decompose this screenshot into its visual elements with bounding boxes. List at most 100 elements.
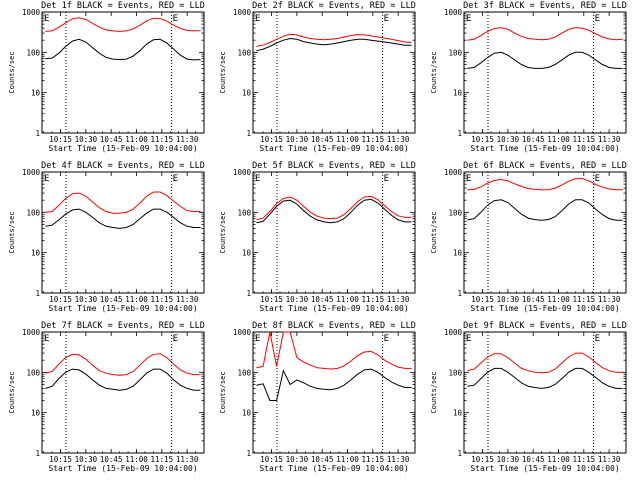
- x-tick-label: 11:30: [176, 455, 199, 464]
- chart-title: Det 4f BLACK = Events, RED = LLD: [41, 161, 205, 171]
- y-tick-label: 1000: [22, 168, 41, 177]
- y-tick-label: 1: [35, 129, 40, 138]
- annotation-e: E: [255, 14, 260, 24]
- y-tick-label: 100: [26, 368, 40, 377]
- y-axis-label: Counts/sec: [8, 371, 16, 413]
- x-tick-label: 11:00: [547, 455, 570, 464]
- y-tick-label: 10: [242, 249, 252, 258]
- x-axis-label: Start Time (15-Feb-09 10:04:00): [48, 144, 197, 153]
- series-lld-line: [45, 17, 201, 32]
- chart-title: Det 1f BLACK = Events, RED = LLD: [41, 1, 205, 11]
- x-tick-label: 11:15: [151, 135, 174, 144]
- x-tick-label: 11:30: [598, 295, 621, 304]
- annotation-e: E: [173, 14, 178, 24]
- plot-frame: [252, 331, 416, 454]
- y-tick-label: 100: [237, 368, 251, 377]
- plot-frame: [41, 171, 205, 294]
- x-tick-label: 11:15: [573, 295, 596, 304]
- y-tick-label: 1: [246, 289, 251, 298]
- x-tick-label: 10:45: [311, 295, 334, 304]
- y-axis-label: Counts/sec: [219, 211, 227, 253]
- x-tick-label: 11:00: [125, 135, 148, 144]
- y-axis-label: Counts/sec: [8, 211, 16, 253]
- y-tick-label: 1000: [233, 8, 252, 17]
- y-tick-label: 10: [31, 249, 41, 258]
- annotation-e: E: [44, 334, 49, 344]
- x-tick-label: 10:30: [286, 135, 309, 144]
- y-tick-label: 1: [35, 289, 40, 298]
- chart-title: Det 6f BLACK = Events, RED = LLD: [463, 161, 627, 171]
- chart-panel-2: Det 2f BLACK = Events, RED = LLD 1 10 100 10…: [219, 1, 416, 153]
- y-tick-label: 1000: [444, 328, 463, 337]
- y-tick-label: 100: [26, 48, 40, 57]
- annotation-e: E: [466, 174, 471, 184]
- y-tick-label: 10: [31, 409, 41, 418]
- chart-title: Det 9f BLACK = Events, RED = LLD: [463, 321, 627, 331]
- x-tick-label: 10:30: [497, 455, 520, 464]
- y-axis-label: Counts/sec: [430, 51, 438, 93]
- x-tick-label: 10:30: [286, 455, 309, 464]
- annotation-e: E: [384, 174, 389, 184]
- annotation-e: E: [44, 174, 49, 184]
- chart-title: Det 2f BLACK = Events, RED = LLD: [252, 1, 416, 11]
- series-lld-line: [45, 191, 201, 214]
- chart-panel-9: Det 9f BLACK = Events, RED = LLD 1 10 100 10…: [430, 321, 627, 473]
- y-tick-label: 100: [448, 48, 462, 57]
- series-events-line: [467, 199, 623, 221]
- y-tick-label: 100: [448, 208, 462, 217]
- y-tick-label: 100: [448, 368, 462, 377]
- x-axis-label: Start Time (15-Feb-09 10:04:00): [470, 144, 619, 153]
- x-tick-label: 11:00: [336, 135, 359, 144]
- y-tick-label: 1: [35, 449, 40, 458]
- y-tick-label: 1: [246, 449, 251, 458]
- x-tick-label: 10:15: [471, 295, 494, 304]
- y-axis-label: Counts/sec: [219, 371, 227, 413]
- x-tick-label: 10:45: [311, 455, 334, 464]
- series-lld-line: [45, 353, 201, 376]
- x-tick-label: 11:30: [387, 455, 410, 464]
- x-tick-label: 11:30: [176, 135, 199, 144]
- y-tick-label: 1000: [22, 328, 41, 337]
- y-tick-label: 10: [453, 409, 463, 418]
- y-tick-label: 100: [237, 48, 251, 57]
- plot-frame: [463, 11, 627, 134]
- annotation-e: E: [255, 334, 260, 344]
- x-tick-label: 10:15: [49, 455, 72, 464]
- series-lld-line: [467, 177, 623, 191]
- annotation-e: E: [384, 14, 389, 24]
- x-axis-label: Start Time (15-Feb-09 10:04:00): [259, 304, 408, 313]
- plot-frame: [252, 171, 416, 294]
- y-tick-label: 1: [457, 449, 462, 458]
- y-tick-label: 1000: [444, 168, 463, 177]
- plot-frame: [41, 331, 205, 454]
- x-tick-label: 10:30: [75, 135, 98, 144]
- series-events-line: [45, 368, 201, 391]
- annotation-e: E: [255, 174, 260, 184]
- y-tick-label: 10: [31, 89, 41, 98]
- x-tick-label: 10:15: [260, 455, 283, 464]
- x-tick-label: 10:45: [522, 295, 545, 304]
- y-tick-label: 100: [26, 208, 40, 217]
- y-tick-label: 1: [457, 289, 462, 298]
- y-tick-label: 10: [242, 409, 252, 418]
- x-tick-label: 11:00: [125, 455, 148, 464]
- x-tick-label: 11:30: [387, 135, 410, 144]
- x-tick-label: 11:00: [547, 135, 570, 144]
- x-tick-label: 10:45: [100, 295, 123, 304]
- x-axis-label: Start Time (15-Feb-09 10:04:00): [470, 464, 619, 473]
- x-tick-label: 10:30: [75, 455, 98, 464]
- x-tick-label: 11:15: [573, 135, 596, 144]
- y-tick-label: 1: [457, 129, 462, 138]
- chart-panel-8: Det 8f BLACK = Events, RED = LLD 1 10 100 10…: [219, 321, 416, 473]
- annotation-e: E: [595, 174, 600, 184]
- annotation-e: E: [173, 174, 178, 184]
- x-axis-label: Start Time (15-Feb-09 10:04:00): [259, 144, 408, 153]
- series-lld-line: [467, 352, 623, 374]
- chart-title: Det 7f BLACK = Events, RED = LLD: [41, 321, 205, 331]
- series-events-line: [45, 38, 201, 61]
- series-events-line: [467, 367, 623, 389]
- chart-title: Det 8f BLACK = Events, RED = LLD: [252, 321, 416, 331]
- annotation-e: E: [173, 334, 178, 344]
- x-tick-label: 11:15: [151, 455, 174, 464]
- annotation-e: E: [44, 14, 49, 24]
